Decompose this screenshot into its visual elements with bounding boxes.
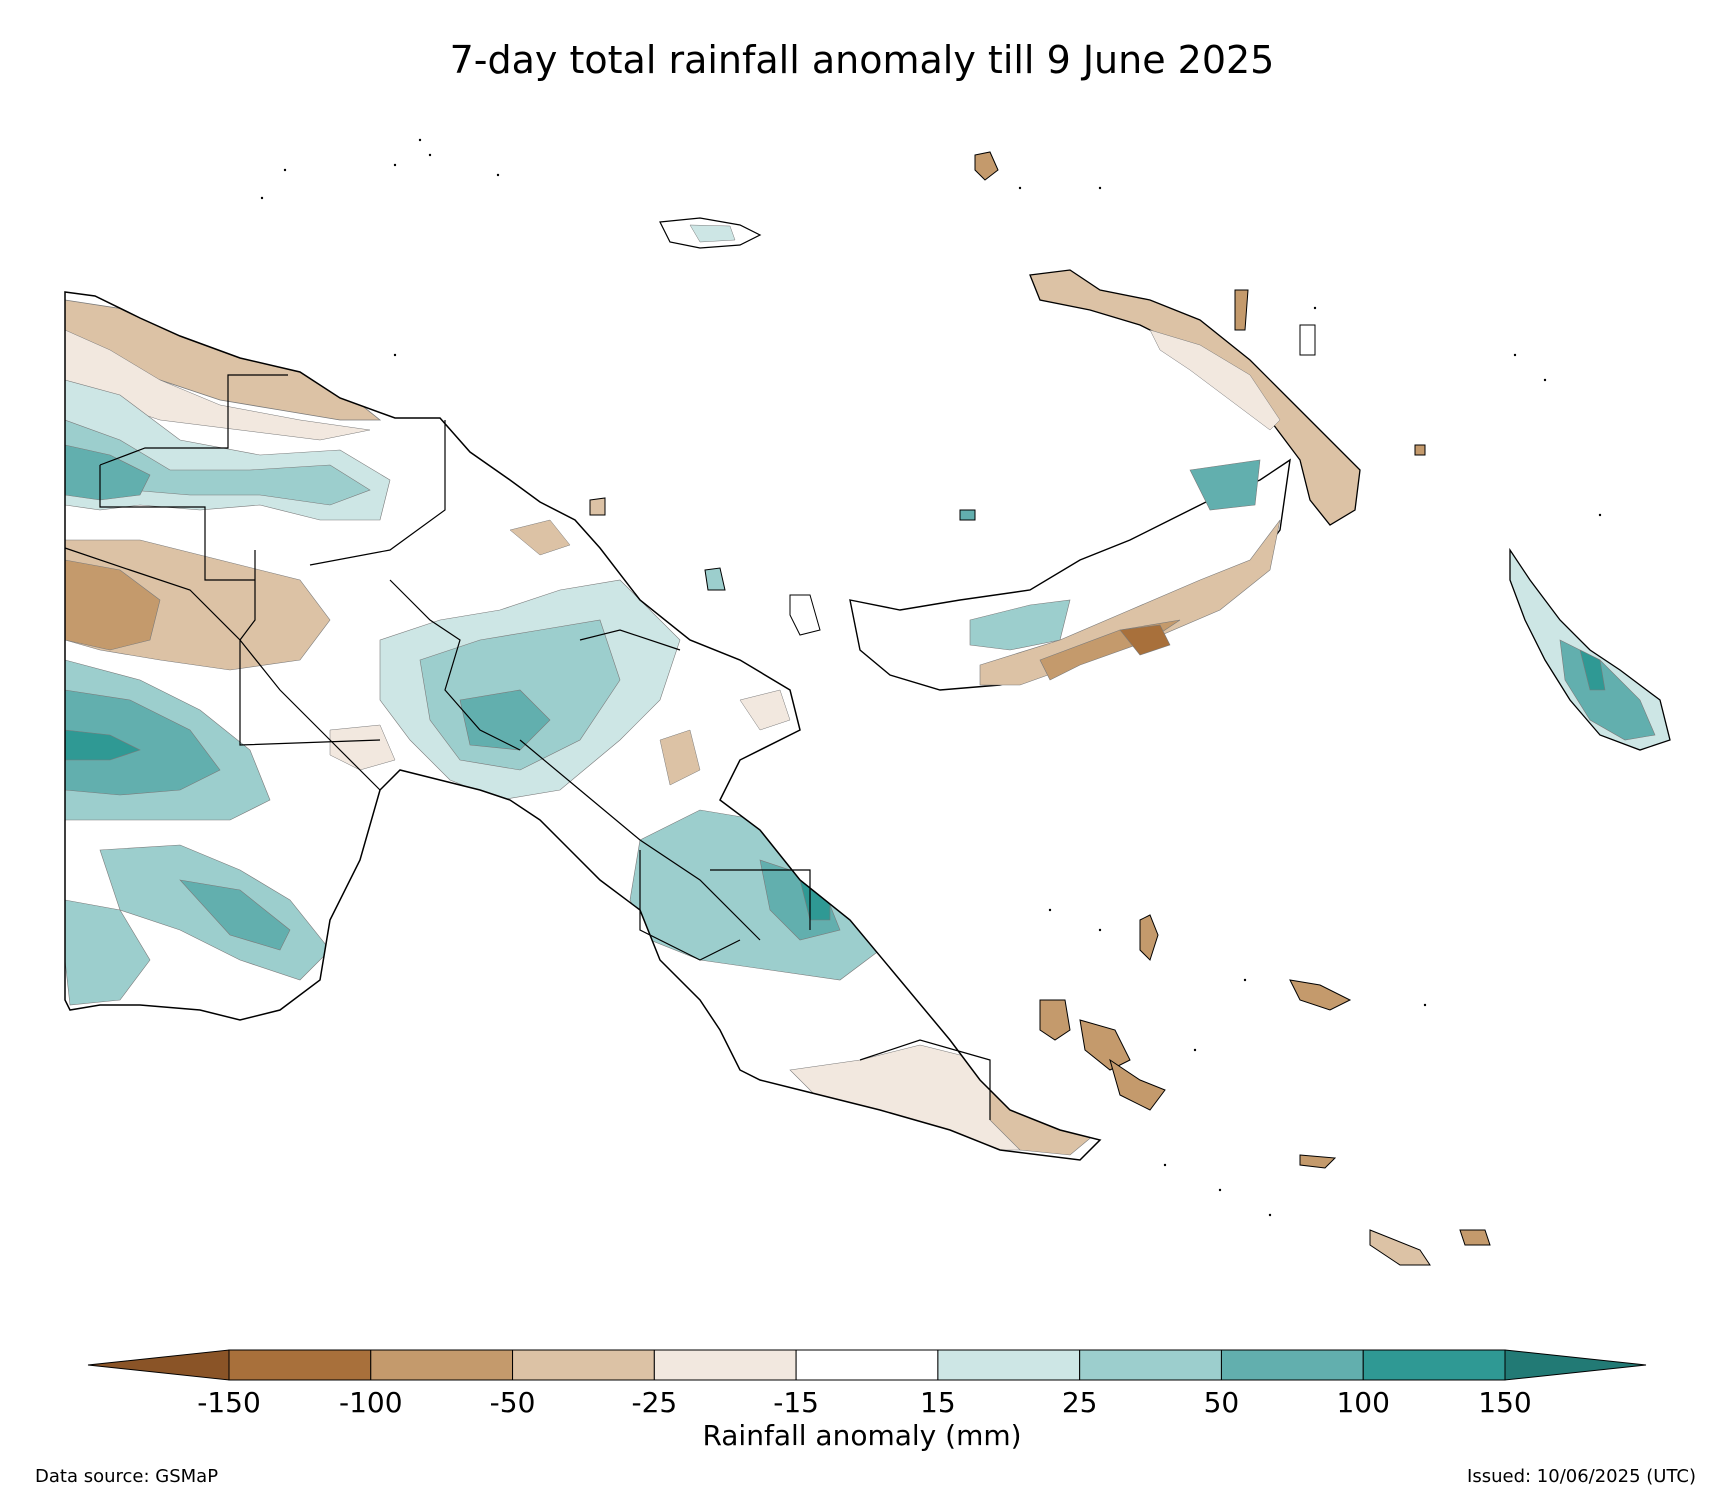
colorbar-extend-min — [87, 1349, 230, 1381]
colorbar-bin — [1220, 1349, 1364, 1381]
colorbar-tick-label: 15 — [920, 1386, 956, 1419]
colorbar-tick-label: 100 — [1336, 1386, 1390, 1419]
new-britain-island — [849, 458, 1291, 691]
colorbar-label: Rainfall anomaly (mm) — [702, 1419, 1022, 1452]
colorbar-bin — [1362, 1349, 1506, 1381]
colorbar-bin — [653, 1349, 797, 1381]
islets — [260, 138, 1602, 1217]
colorbar-tick-label: 25 — [1061, 1386, 1098, 1419]
colorbar-tick-label: -150 — [197, 1386, 261, 1419]
colorbar-tick-label: -25 — [631, 1386, 678, 1419]
colorbar-bin — [795, 1349, 939, 1381]
colorbar-bin — [937, 1349, 1081, 1381]
colorbar-tick-label: -15 — [773, 1386, 819, 1419]
data-source-note: Data source: GSMaP — [35, 1466, 219, 1487]
colorbar-bin — [370, 1349, 514, 1381]
colorbar-tick-label: -100 — [338, 1386, 403, 1419]
small-islands — [589, 151, 1491, 1266]
mainland-outline — [64, 291, 1102, 1161]
colorbar-tick-label: 150 — [1478, 1386, 1532, 1419]
issued-date-note: Issued: 10/06/2025 (UTC) — [1467, 1466, 1696, 1487]
bougainville-island — [1509, 547, 1671, 751]
map-title: 7-day total rainfall anomaly till 9 June… — [449, 38, 1275, 82]
manus-island — [659, 217, 762, 249]
colorbar-bin — [1079, 1349, 1222, 1381]
colorbar-tick-label: 50 — [1203, 1386, 1240, 1419]
new-ireland-island — [1029, 269, 1361, 526]
anomaly-shading — [65, 299, 1100, 1156]
colorbar-bin — [512, 1349, 655, 1381]
colorbar-extend-max — [1504, 1349, 1647, 1381]
rainfall-anomaly-map — [64, 138, 1671, 1266]
colorbar-bin — [228, 1349, 372, 1381]
province-boundaries — [64, 374, 991, 1120]
colorbar-tick-label: -50 — [489, 1386, 536, 1419]
